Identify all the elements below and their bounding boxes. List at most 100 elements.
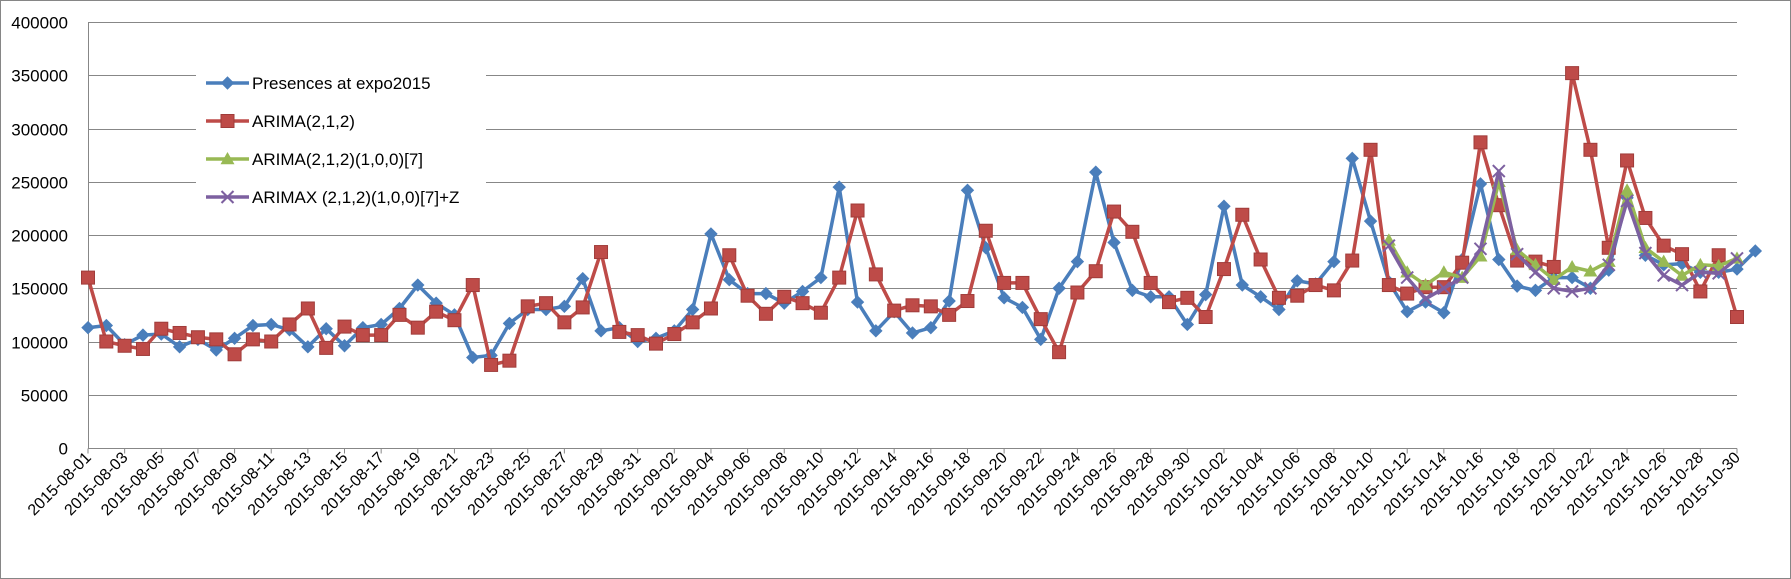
y-tick-label: 50000 bbox=[21, 387, 68, 406]
data-point bbox=[1180, 317, 1195, 332]
data-point bbox=[81, 270, 95, 285]
data-point bbox=[685, 315, 700, 330]
data-point bbox=[411, 278, 425, 292]
data-point bbox=[1363, 142, 1378, 157]
data-point bbox=[1565, 66, 1580, 81]
data-point bbox=[905, 298, 920, 313]
data-point bbox=[502, 353, 517, 368]
data-point bbox=[1052, 281, 1066, 295]
data-point bbox=[740, 288, 755, 303]
legend-entry: ARIMA(2,1,2)(1,0,0)[7] bbox=[206, 150, 423, 169]
data-point bbox=[1693, 284, 1708, 299]
data-point bbox=[190, 330, 205, 345]
data-point bbox=[1327, 254, 1341, 269]
data-point bbox=[777, 289, 792, 304]
data-point bbox=[465, 278, 480, 293]
y-tick-label: 200000 bbox=[11, 227, 68, 246]
series-3 bbox=[1381, 174, 1744, 291]
legend-label: ARIMAX (2,1,2)(1,0,0)[7]+Z bbox=[252, 188, 459, 207]
data-point bbox=[1253, 252, 1268, 267]
data-point bbox=[135, 341, 150, 356]
data-point bbox=[1198, 287, 1213, 302]
data-point bbox=[850, 203, 865, 218]
legend-entry: Presences at expo2015 bbox=[206, 74, 431, 93]
data-point bbox=[1418, 292, 1433, 306]
data-point bbox=[1583, 281, 1598, 295]
data-point bbox=[1711, 258, 1726, 272]
data-point bbox=[1235, 278, 1250, 292]
data-point bbox=[850, 295, 865, 309]
data-point bbox=[1547, 281, 1561, 295]
data-point bbox=[722, 273, 736, 287]
data-point bbox=[1125, 224, 1140, 239]
data-point bbox=[1748, 244, 1763, 258]
data-point bbox=[1583, 264, 1598, 277]
data-point bbox=[1326, 283, 1341, 298]
data-point bbox=[1400, 286, 1415, 301]
data-point bbox=[1345, 151, 1359, 166]
y-tick-label: 250000 bbox=[11, 174, 68, 193]
data-point bbox=[300, 301, 315, 316]
data-point bbox=[960, 294, 975, 309]
data-point bbox=[1272, 302, 1286, 317]
data-point bbox=[1657, 268, 1671, 283]
data-point bbox=[1381, 278, 1396, 293]
data-point bbox=[594, 324, 608, 338]
x-axis-tick-labels: 2015-08-012015-08-032015-08-052015-08-07… bbox=[25, 448, 1744, 519]
data-point bbox=[1052, 345, 1067, 360]
data-point bbox=[997, 275, 1012, 290]
data-point bbox=[484, 357, 499, 372]
data-point bbox=[1693, 265, 1708, 279]
data-point bbox=[1528, 283, 1543, 298]
data-point bbox=[1711, 266, 1726, 281]
data-point bbox=[942, 294, 956, 308]
data-point bbox=[374, 328, 389, 343]
data-point bbox=[557, 299, 572, 314]
data-point bbox=[1034, 332, 1048, 347]
data-point bbox=[539, 296, 554, 311]
data-point bbox=[648, 336, 663, 351]
data-point bbox=[1638, 246, 1653, 260]
data-point bbox=[1602, 258, 1616, 272]
data-point bbox=[1382, 238, 1396, 253]
data-point bbox=[832, 270, 847, 285]
data-point bbox=[227, 331, 242, 346]
data-point bbox=[1015, 275, 1030, 290]
data-point bbox=[1492, 164, 1506, 178]
data-point bbox=[1400, 304, 1414, 319]
legend-label: ARIMA(2,1,2)(1,0,0)[7] bbox=[252, 150, 423, 169]
data-point bbox=[447, 313, 462, 328]
data-point bbox=[575, 300, 590, 315]
data-point bbox=[245, 332, 260, 347]
data-point bbox=[1730, 251, 1744, 266]
data-point bbox=[1510, 279, 1524, 293]
legend-swatch-marker bbox=[220, 190, 235, 204]
data-point bbox=[1363, 214, 1378, 228]
data-point bbox=[1528, 265, 1543, 279]
legend: Presences at expo2015 ARIMA(2,1,2) ARIMA(2… bbox=[196, 63, 486, 213]
y-tick-label: 0 bbox=[59, 440, 68, 459]
data-point bbox=[1638, 210, 1653, 225]
data-point bbox=[1418, 278, 1433, 291]
data-point bbox=[1235, 207, 1250, 222]
data-point bbox=[942, 307, 957, 322]
data-point bbox=[960, 183, 975, 197]
data-point bbox=[1510, 247, 1524, 261]
data-point bbox=[319, 340, 334, 355]
data-point bbox=[1620, 194, 1634, 208]
data-point bbox=[813, 305, 828, 320]
data-point bbox=[282, 317, 297, 332]
data-point bbox=[1436, 265, 1451, 278]
data-point bbox=[1565, 270, 1579, 285]
data-point bbox=[1088, 264, 1103, 279]
data-point bbox=[172, 340, 187, 354]
series-4 bbox=[1382, 164, 1744, 306]
data-point bbox=[1492, 252, 1506, 267]
data-point bbox=[172, 325, 187, 340]
data-point bbox=[1345, 253, 1360, 268]
data-point bbox=[1107, 204, 1122, 219]
legend-label: Presences at expo2015 bbox=[252, 74, 431, 93]
data-point bbox=[795, 296, 810, 311]
data-point bbox=[337, 339, 352, 353]
